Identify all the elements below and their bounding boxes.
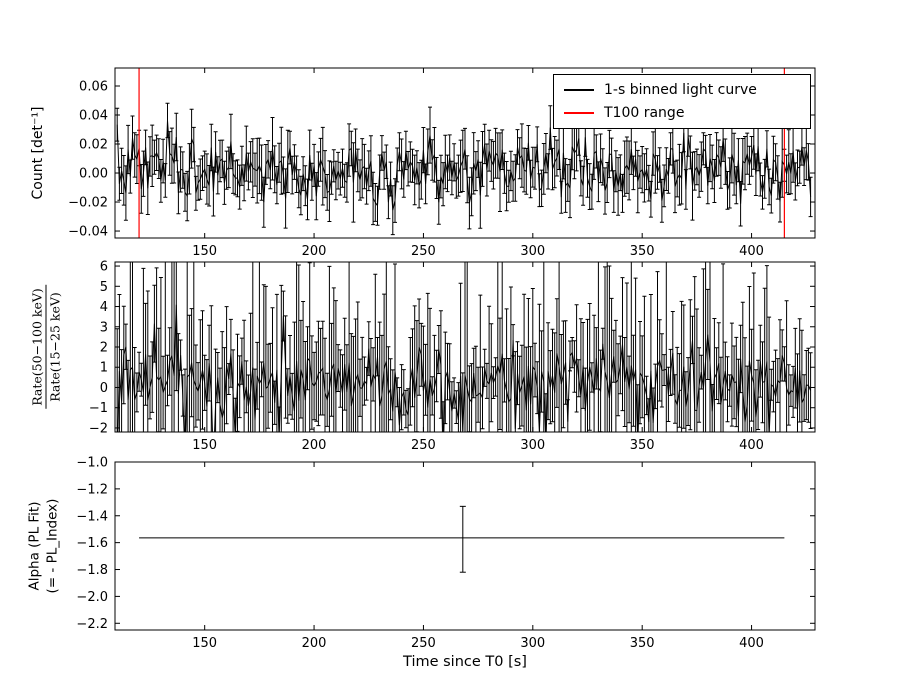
- xlabel-time-since-t0: Time since T0 [s]: [403, 654, 527, 670]
- svg-text:200: 200: [302, 636, 327, 651]
- svg-text:350: 350: [630, 636, 655, 651]
- ylabel-alpha: Alpha (PL Fit) (= - PL_Index): [26, 499, 61, 594]
- svg-text:400: 400: [739, 438, 764, 453]
- svg-text:150: 150: [192, 438, 217, 453]
- svg-text:−1.8: −1.8: [76, 563, 108, 578]
- svg-text:0.00: 0.00: [79, 167, 108, 182]
- svg-text:5: 5: [100, 280, 108, 295]
- svg-text:300: 300: [520, 244, 545, 259]
- svg-text:150: 150: [192, 636, 217, 651]
- hardness-ratio-ticks: 150 200 250 300 350 400 6 5 4 3 2 1 0 −1 −2: [89, 260, 815, 453]
- legend-item-lightcurve: 1-s binned light curve: [564, 82, 800, 98]
- svg-text:300: 300: [520, 636, 545, 651]
- light-curve-ticks: 150 200 250 300 350 400 0.06 0.04 0.02 0.00 −0.02 −…: [68, 68, 815, 259]
- svg-text:400: 400: [739, 636, 764, 651]
- red-line-sample-icon: [564, 112, 594, 114]
- svg-text:0.02: 0.02: [79, 138, 108, 153]
- ylabel-rate-denominator: Rate(15−25 keV): [47, 292, 63, 402]
- svg-text:0: 0: [100, 381, 108, 396]
- svg-text:−2.0: −2.0: [76, 590, 108, 605]
- svg-text:−1.4: −1.4: [76, 509, 108, 524]
- svg-text:−1.6: −1.6: [76, 536, 108, 551]
- svg-text:250: 250: [411, 244, 436, 259]
- ylabel-rate-ratio: Rate(50−100 keV) Rate(15−25 keV): [29, 285, 63, 409]
- legend-label-lightcurve: 1-s binned light curve: [604, 82, 757, 98]
- ylabel-alpha-line2: (= - PL_Index): [44, 498, 60, 594]
- svg-text:−2.2: −2.2: [76, 617, 108, 632]
- svg-text:−1.0: −1.0: [76, 456, 108, 471]
- svg-text:350: 350: [630, 438, 655, 453]
- ylabel-count: Count [det⁻¹]: [30, 106, 46, 200]
- alpha-ticks: 150 200 250 300 350 400 −1.0 −1.2 −1.4 −1.6 −1.8 −2…: [76, 456, 815, 651]
- hardness-ratio-series: [115, 262, 813, 432]
- svg-text:−0.02: −0.02: [68, 196, 108, 211]
- black-line-sample-icon: [564, 89, 594, 91]
- alpha-frame: [114, 461, 816, 631]
- legend: 1-s binned light curve T100 range: [553, 74, 811, 129]
- svg-text:2: 2: [100, 341, 108, 356]
- alpha-series: [139, 505, 785, 573]
- svg-text:200: 200: [302, 438, 327, 453]
- svg-text:300: 300: [520, 438, 545, 453]
- svg-text:−0.04: −0.04: [68, 225, 108, 240]
- legend-label-t100: T100 range: [604, 105, 685, 121]
- svg-text:6: 6: [100, 260, 108, 275]
- svg-text:0.06: 0.06: [79, 79, 108, 94]
- svg-text:−1.2: −1.2: [76, 482, 108, 497]
- svg-text:0.04: 0.04: [79, 108, 108, 123]
- ylabel-rate-numerator: Rate(50−100 keV): [29, 285, 47, 409]
- svg-text:250: 250: [411, 636, 436, 651]
- light-curve-frame: [114, 67, 816, 239]
- legend-item-t100-range: T100 range: [564, 105, 800, 121]
- svg-text:200: 200: [302, 244, 327, 259]
- svg-text:1: 1: [100, 361, 108, 376]
- svg-text:400: 400: [739, 244, 764, 259]
- ylabel-alpha-line1: Alpha (PL Fit): [26, 501, 43, 591]
- svg-text:3: 3: [100, 320, 108, 335]
- svg-text:4: 4: [100, 300, 108, 315]
- svg-text:−2: −2: [89, 421, 108, 436]
- svg-text:350: 350: [630, 244, 655, 259]
- svg-text:250: 250: [411, 438, 436, 453]
- svg-text:150: 150: [192, 244, 217, 259]
- svg-text:−1: −1: [89, 401, 108, 416]
